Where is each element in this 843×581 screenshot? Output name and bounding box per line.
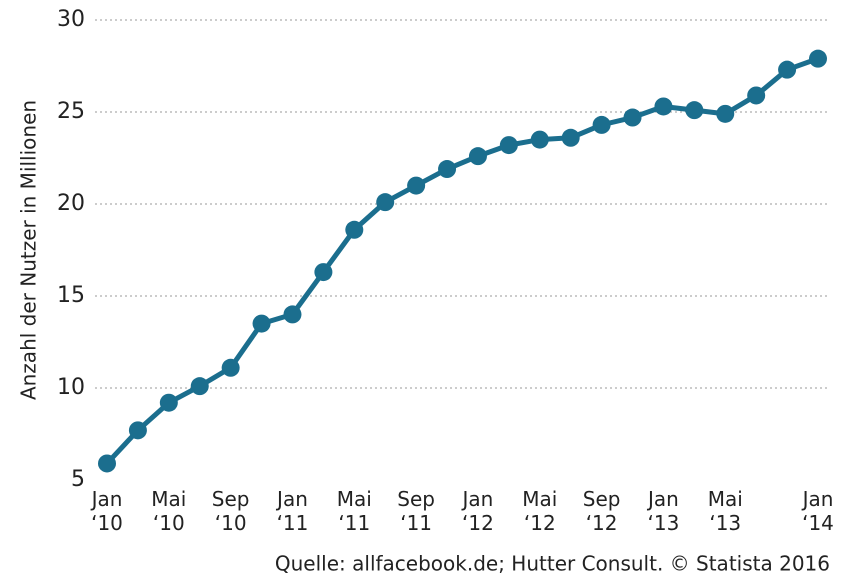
point [561,128,580,147]
x-tick-label: Mai ‘11 [337,487,372,535]
x-tick-label: Jan ‘12 [461,487,494,535]
point [654,97,673,116]
point [747,86,766,105]
point [407,176,426,195]
point [438,160,457,179]
point [499,136,518,155]
x-tick-label: Sep ‘11 [397,487,435,535]
point [221,358,240,377]
point [190,377,209,396]
y-tick-label: 15 [57,283,85,308]
x-tick-label: Jan ‘10 [90,487,123,535]
x-tick-label: Mai ‘13 [708,487,743,535]
x-tick-label: Mai ‘12 [522,487,557,535]
y-axis-label: Anzahl der Nutzer in Millionen [17,100,41,400]
point [809,49,827,68]
point [685,101,704,120]
y-tick-label: 25 [57,99,85,124]
point [778,60,797,79]
point [345,220,364,239]
x-tick-label: Jan ‘11 [275,487,308,535]
y-tick-label: 5 [71,467,85,492]
line [105,56,819,466]
point [592,115,611,134]
point [468,147,487,166]
x-tick-label: Jan ‘13 [646,487,679,535]
point [623,108,642,127]
x-tick-label: Jan ‘14 [801,487,834,535]
point [252,314,271,333]
point [530,130,549,149]
point [716,104,735,123]
x-tick-label: Mai ‘10 [151,487,186,535]
y-tick-label: 30 [57,7,85,32]
point [128,421,147,440]
point [159,393,178,412]
point [376,193,395,212]
y-tick-label: 20 [57,191,85,216]
x-tick-label: Sep ‘10 [212,487,250,535]
point [314,263,333,282]
source: Quelle: allfacebook.de; Hutter Consult. … [275,552,830,576]
point [98,454,116,473]
x-tick-label: Sep ‘12 [583,487,621,535]
y-tick-label: 10 [57,375,85,400]
point [283,305,302,324]
